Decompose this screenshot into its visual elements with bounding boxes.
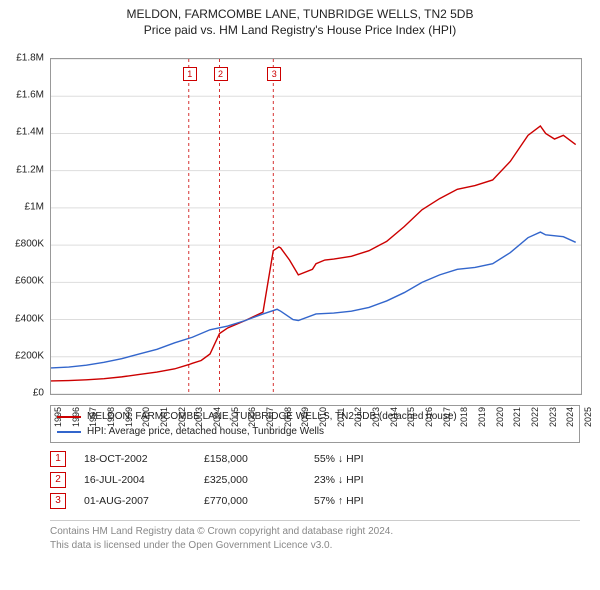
chart-svg <box>51 59 581 394</box>
legend-swatch <box>57 431 81 433</box>
sale-delta: 23% ↓ HPI <box>314 474 364 486</box>
chart-title: MELDON, FARMCOMBE LANE, TUNBRIDGE WELLS,… <box>0 0 600 38</box>
sale-marker-label: 1 <box>50 451 66 467</box>
sale-date: 16-JUL-2004 <box>84 474 204 486</box>
legend: MELDON, FARMCOMBE LANE, TUNBRIDGE WELLS,… <box>50 405 580 443</box>
y-tick-label: £1.4M <box>16 127 44 138</box>
price-chart: 1 2 3 <box>50 58 582 395</box>
title-line-1: MELDON, FARMCOMBE LANE, TUNBRIDGE WELLS,… <box>0 6 600 22</box>
y-tick-label: £1.2M <box>16 164 44 175</box>
legend-swatch <box>57 416 81 418</box>
sale-delta: 55% ↓ HPI <box>314 453 364 465</box>
y-tick-label: £0 <box>33 388 44 399</box>
y-tick-label: £400K <box>15 313 44 324</box>
sale-marker: 3 <box>267 67 281 81</box>
legend-row: MELDON, FARMCOMBE LANE, TUNBRIDGE WELLS,… <box>57 409 573 424</box>
table-row: 1 18-OCT-2002 £158,000 55% ↓ HPI <box>50 448 580 469</box>
footer-line: Contains HM Land Registry data © Crown c… <box>50 525 580 539</box>
sale-date: 01-AUG-2007 <box>84 495 204 507</box>
y-tick-label: £200K <box>15 350 44 361</box>
legend-text: MELDON, FARMCOMBE LANE, TUNBRIDGE WELLS,… <box>87 411 457 422</box>
legend-row: HPI: Average price, detached house, Tunb… <box>57 424 573 439</box>
legend-text: HPI: Average price, detached house, Tunb… <box>87 426 324 437</box>
sale-delta: 57% ↑ HPI <box>314 495 364 507</box>
footer-line: This data is licensed under the Open Gov… <box>50 539 580 553</box>
sale-price: £770,000 <box>204 495 314 507</box>
y-tick-label: £600K <box>15 276 44 287</box>
sale-marker-label: 2 <box>50 472 66 488</box>
y-tick-label: £1.6M <box>16 90 44 101</box>
sale-marker: 1 <box>183 67 197 81</box>
table-row: 2 16-JUL-2004 £325,000 23% ↓ HPI <box>50 469 580 490</box>
sale-date: 18-OCT-2002 <box>84 453 204 465</box>
y-tick-label: £1.8M <box>16 53 44 64</box>
x-tick-label: 2025 <box>583 407 593 427</box>
footer: Contains HM Land Registry data © Crown c… <box>50 520 580 552</box>
sale-price: £158,000 <box>204 453 314 465</box>
table-row: 3 01-AUG-2007 £770,000 57% ↑ HPI <box>50 490 580 511</box>
y-axis-labels: £0£200K£400K£600K£800K£1M£1.2M£1.4M£1.6M… <box>0 58 48 393</box>
y-tick-label: £800K <box>15 239 44 250</box>
sale-marker: 2 <box>214 67 228 81</box>
sale-price: £325,000 <box>204 474 314 486</box>
y-tick-label: £1M <box>25 201 44 212</box>
sales-table: 1 18-OCT-2002 £158,000 55% ↓ HPI 2 16-JU… <box>50 448 580 511</box>
sale-marker-label: 3 <box>50 493 66 509</box>
title-line-2: Price paid vs. HM Land Registry's House … <box>0 22 600 38</box>
